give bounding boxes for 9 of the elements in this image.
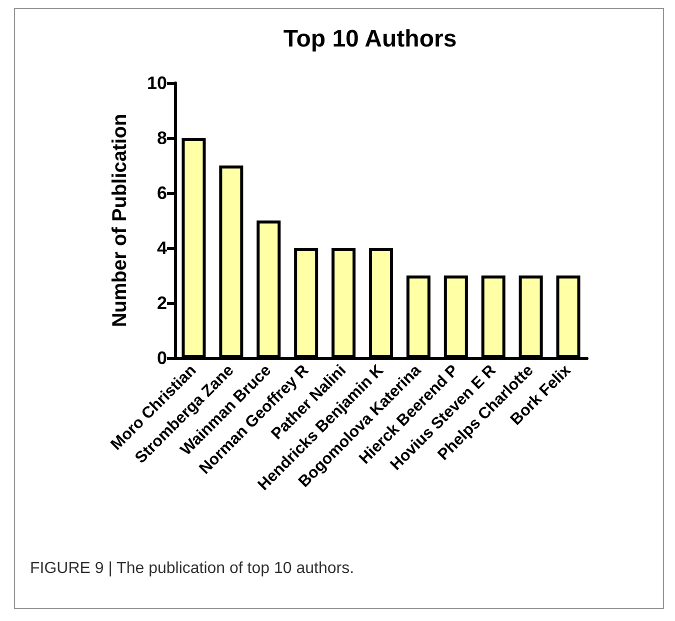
y-tick-label: 4 [156,238,167,258]
chart-title: Top 10 Authors [283,26,457,52]
caption: FIGURE 9 | The publication of top 10 authors. [30,560,356,578]
y-axis-title: Number of Publication [109,114,131,328]
y-tick-label: 8 [156,128,167,148]
y-tick-label: 6 [156,183,167,203]
y-tick-label: 0 [156,348,167,368]
y-tick-label: 2 [156,293,167,313]
y-tick-label: 10 [146,73,167,93]
